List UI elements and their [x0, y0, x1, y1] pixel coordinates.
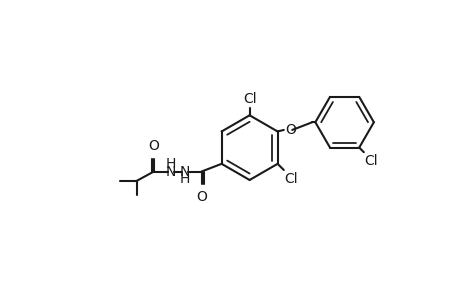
Text: H: H — [165, 157, 176, 171]
Text: O: O — [196, 190, 207, 204]
Text: N: N — [165, 164, 176, 178]
Text: H: H — [179, 172, 190, 186]
Text: O: O — [285, 123, 296, 137]
Text: O: O — [148, 139, 159, 153]
Text: Cl: Cl — [242, 92, 256, 106]
Text: N: N — [179, 164, 190, 178]
Text: Cl: Cl — [283, 172, 297, 185]
Text: Cl: Cl — [364, 154, 377, 168]
